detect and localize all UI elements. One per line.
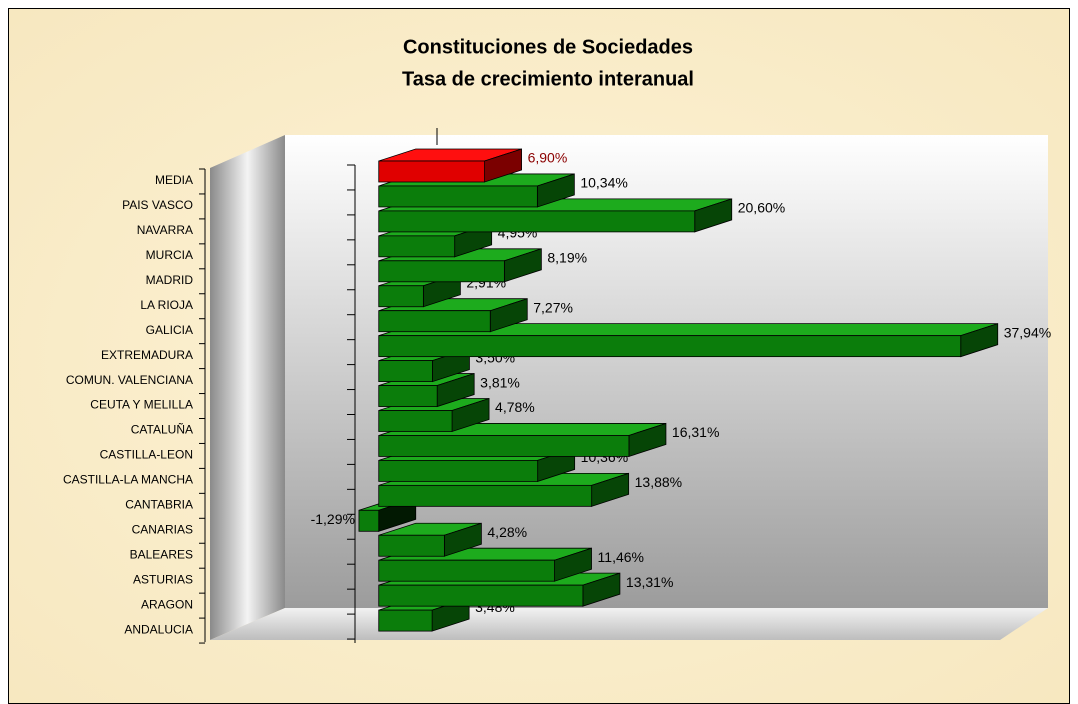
- category-label: CANTABRIA: [125, 498, 193, 512]
- value-label: 37,94%: [1004, 324, 1051, 340]
- bar: [378, 260, 505, 283]
- bar: [378, 235, 456, 258]
- bar: [358, 509, 380, 532]
- value-label: -1,29%: [311, 511, 355, 527]
- bar: [378, 609, 433, 632]
- bar: [378, 435, 630, 457]
- category-label: MEDIA: [155, 173, 193, 187]
- category-label: PAIS VASCO: [122, 198, 193, 212]
- category-label: NAVARRA: [137, 223, 193, 237]
- category-label: CASTILLA-LEON: [100, 448, 193, 462]
- value-label: 11,46%: [598, 549, 644, 565]
- category-label: LA RIOJA: [140, 298, 193, 312]
- category-label: ASTURIAS: [133, 572, 193, 586]
- bar: [378, 385, 438, 407]
- side-wall: [210, 135, 285, 640]
- value-label: 13,88%: [635, 474, 682, 490]
- plot: MEDIA PAIS VASCO NAVARRA MURCIA MADRID LA RIO…: [63, 148, 1051, 644]
- bar: [378, 185, 538, 208]
- value-label: 7,27%: [533, 299, 573, 315]
- bar: [378, 360, 433, 383]
- category-label: MADRID: [146, 273, 194, 287]
- category-label: ANDALUCIA: [124, 622, 193, 636]
- value-label: 8,19%: [547, 250, 587, 266]
- bar: [378, 210, 696, 233]
- category-label: ARAGON: [141, 597, 193, 611]
- value-label: 3,81%: [480, 374, 520, 390]
- category-label: COMUN. VALENCIANA: [66, 373, 193, 387]
- bar: [378, 410, 453, 432]
- bar: [378, 335, 962, 358]
- value-label: 4,28%: [487, 524, 527, 540]
- value-label: 6,90%: [528, 150, 568, 166]
- value-label: 16,31%: [672, 424, 719, 440]
- category-label: MURCIA: [146, 248, 193, 262]
- bar: [378, 459, 539, 482]
- category-label: BALEARES: [130, 547, 193, 561]
- category-label: CANARIAS: [132, 522, 193, 536]
- category-label: CEUTA Y MELILLA: [90, 398, 193, 412]
- bar: [378, 559, 555, 582]
- value-label: 10,34%: [580, 175, 627, 191]
- category-label: CASTILLA-LA MANCHA: [63, 473, 193, 487]
- bar: [378, 160, 485, 183]
- chart-subtitle: Tasa de crecimiento interanual: [402, 68, 694, 90]
- chart-title: Constituciones de Sociedades: [403, 36, 693, 58]
- bar: [378, 484, 593, 507]
- category-label: CATALUÑA: [131, 423, 193, 437]
- bar: [378, 310, 491, 333]
- floor: [210, 608, 1048, 640]
- bar: [378, 534, 445, 557]
- bar: [378, 285, 424, 308]
- value-label: 20,60%: [738, 200, 785, 216]
- value-label: 13,31%: [626, 574, 673, 590]
- category-label: EXTREMADURA: [101, 348, 193, 362]
- category-label: GALICIA: [146, 323, 193, 337]
- value-label: 4,78%: [495, 399, 535, 415]
- bar: [378, 584, 584, 607]
